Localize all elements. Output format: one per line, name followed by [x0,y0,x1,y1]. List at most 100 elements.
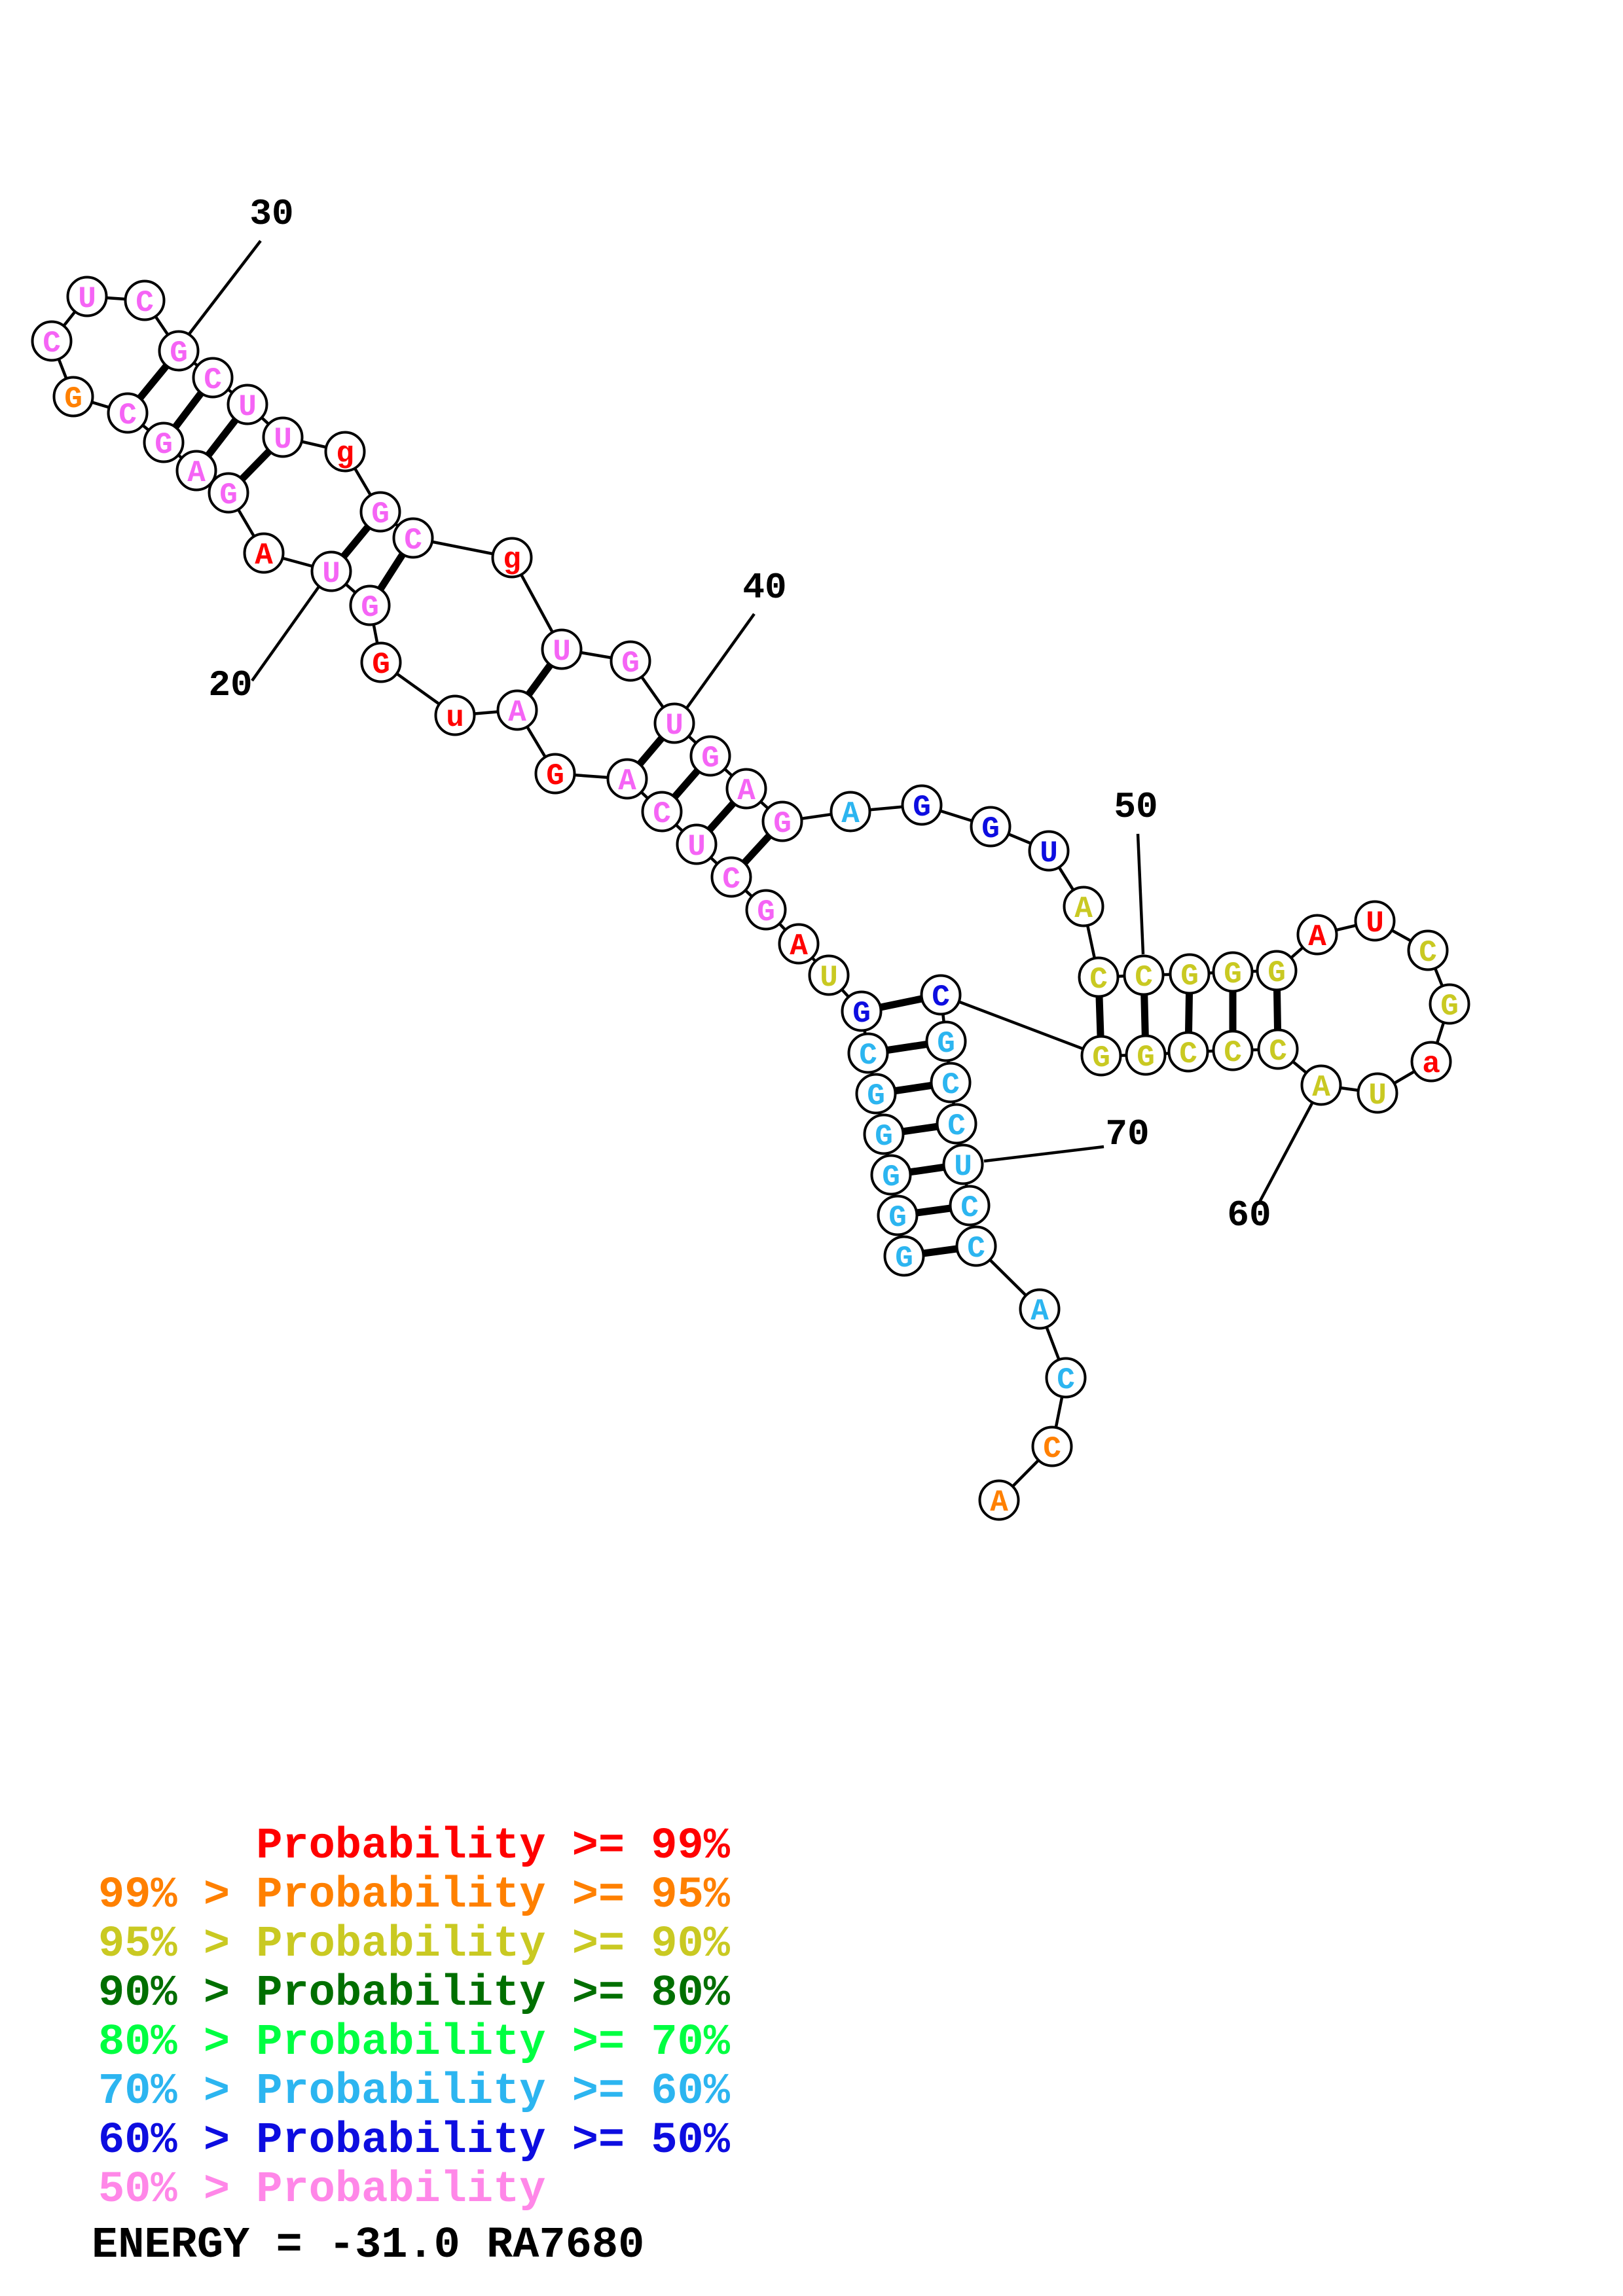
nucleotide-circle-28 [66,276,108,317]
legend-line-8: 50% > Probability [98,2165,546,2215]
nucleotide-circle-41 [689,735,731,777]
nucleotide-circle-59 [1357,1072,1398,1114]
base-letter-53: G [1267,956,1286,990]
legend-line-2: 99% > Probability >= 95% [98,1871,731,1920]
nucleotide-circle-65 [1080,1035,1122,1077]
base-letter-59: U [1368,1079,1387,1113]
nucleotide-circle-69 [936,1103,977,1145]
base-letter-66: C [932,980,950,1014]
base-letter-17: u [446,701,464,735]
base-letter-51: G [1180,960,1199,994]
base-letter-43: G [773,807,792,841]
nucleotide-circle-7 [841,990,883,1032]
base-letter-74: C [1057,1363,1075,1397]
nucleotide-circle-13 [641,791,683,833]
base-letter-4: G [875,1120,893,1154]
base-letter-25: C [119,399,137,433]
base-letter-52: G [1224,958,1242,992]
base-letter-65: G [1092,1041,1110,1075]
base-letter-41: G [701,742,720,776]
nucleotide-circle-4 [863,1113,905,1155]
base-letter-6: C [859,1039,877,1073]
nucleotide-circle-32 [227,384,268,425]
base-letter-75: C [1043,1432,1061,1466]
base-letter-56: C [1419,936,1437,970]
legend-layer: Probability >= 99%99% > Probability >= 9… [92,1821,731,2270]
nucleotide-circle-50 [1123,954,1165,996]
nucleotide-circle-21 [243,532,285,574]
nucleotide-circle-61 [1257,1028,1299,1070]
nucleotide-circle-39 [610,640,651,682]
nucleotide-circle-55 [1354,900,1396,942]
base-letter-62: C [1224,1036,1242,1070]
nucleotide-circle-16 [496,689,538,731]
base-letter-35: G [371,497,390,531]
base-letter-30: G [170,336,188,370]
base-letter-36: C [404,524,422,558]
base-letter-21: A [255,539,273,573]
legend-line-4: 90% > Probability >= 80% [98,1969,731,2018]
base-letter-11: C [722,863,740,897]
label-pointer-line [1257,1100,1315,1206]
base-letter-69: C [947,1109,966,1143]
nucleotide-circle-44 [830,791,871,833]
base-letter-37: g [503,543,521,577]
nucleotide-circle-31 [192,357,234,399]
base-letter-14: A [618,764,636,798]
base-letter-7: G [852,997,871,1031]
base-letter-15: G [546,759,564,793]
base-letter-73: A [1030,1295,1049,1329]
nucleotide-circle-8 [808,954,850,996]
base-letter-9: A [790,929,808,963]
nucleotide-circle-62 [1212,1030,1254,1071]
nucleotide-circle-58 [1410,1041,1452,1083]
nucleotide-circle-67 [925,1020,967,1062]
nucleotide-circle-53 [1256,950,1298,992]
base-letter-32: U [238,390,257,424]
base-letter-23: A [187,456,206,490]
position-label-60: 60 [1227,1194,1271,1236]
nucleotide-circle-76 [978,1479,1020,1521]
base-letter-57: G [1440,990,1459,1024]
base-letter-61: C [1269,1035,1287,1069]
nucleotide-circle-48 [1063,886,1104,927]
legend-line-7: 60% > Probability >= 50% [98,2116,731,2166]
nucleotide-circle-40 [653,702,695,744]
legend-line-1: Probability >= 99% [256,1821,731,1871]
base-letter-12: U [687,830,706,864]
nucleotide-circle-56 [1407,929,1449,971]
base-letter-2: G [888,1201,907,1235]
nucleotide-circle-54 [1296,914,1338,956]
legend-line-5: 80% > Probability >= 70% [98,2018,731,2068]
base-letter-8: U [820,961,838,995]
base-letter-29: C [136,286,154,320]
nucleotide-circle-1 [883,1235,925,1277]
nucleotide-circle-51 [1169,953,1211,995]
nucleotide-circle-52 [1212,951,1254,993]
legend-line-3: 95% > Probability >= 90% [98,1920,731,1969]
base-letter-45: G [913,791,931,825]
legend-line-6: 70% > Probability >= 60% [98,2067,731,2117]
base-letter-38: U [553,635,571,669]
base-letter-58: a [1422,1047,1440,1081]
nucleotide-circle-15 [534,753,576,795]
base-letter-3: G [882,1160,900,1194]
base-letter-67: G [937,1027,955,1061]
nucleotide-circle-34 [324,431,366,473]
base-letter-72: C [967,1232,985,1266]
nucleotide-circle-57 [1429,983,1470,1025]
base-letter-26: G [64,382,82,416]
nucleotide-circle-20 [310,550,352,592]
base-letter-18: G [372,648,390,682]
nucleotide-circle-63 [1167,1031,1209,1073]
position-labels-layer: 20 30 40 50 60 70 [208,193,1271,1236]
backbone-link [940,993,1102,1058]
position-label-70: 70 [1105,1113,1149,1155]
nucleotide-circle-66 [920,974,962,1016]
position-label-30: 30 [249,193,293,235]
nucleotide-circle-14 [606,758,648,800]
nucleotide-circle-42 [725,768,767,810]
base-letter-46: G [981,812,1000,846]
